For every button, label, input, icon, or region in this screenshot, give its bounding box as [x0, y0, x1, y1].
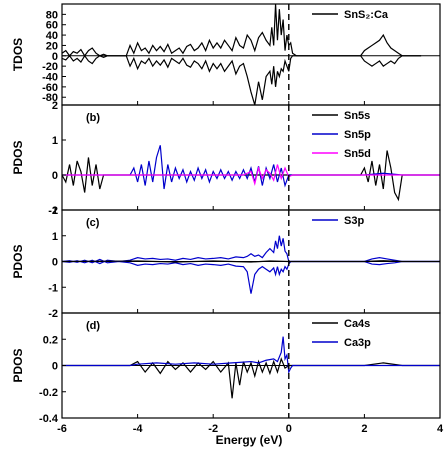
series-group	[62, 235, 440, 294]
y-tick-label: -20	[42, 61, 58, 73]
legend-entry: Sn5d	[312, 148, 371, 160]
panel-4: -0.4 -0.2 0 0.2 -6 -4 -2 0 2 4 PDOS (d) Ca4s Ca3p	[11, 312, 444, 435]
panel-2: -1 0 1 2 PDOS (b) Sn5s Sn5p Sn5d	[11, 100, 441, 217]
series-line-sn5d	[62, 164, 440, 187]
panel-letter: (c)	[86, 217, 100, 229]
legend-label: S3p	[344, 215, 364, 227]
y-tick-label: -0.4	[39, 413, 59, 425]
y-axis-title: TDOS	[11, 38, 25, 71]
y-tick-label: 20	[46, 40, 58, 52]
panel-frame	[61, 104, 441, 211]
y-axis-title: PDOS	[11, 348, 25, 382]
legend-label: SnS₂:Ca	[344, 9, 389, 21]
legend-label: Sn5p	[344, 129, 371, 141]
series-line-ca4s	[62, 357, 440, 399]
y-tick-label: 0	[52, 170, 58, 182]
y-tick-label: -80	[42, 92, 58, 104]
y-tick-label: 0.2	[43, 334, 58, 346]
y-tick-label: -1	[48, 282, 58, 294]
panel-3: -2 -1 0 1 2 PDOS (c) S3p	[11, 205, 441, 320]
y-axis-title: PDOS	[11, 140, 25, 174]
y-tick-label: 0	[52, 361, 58, 373]
y-tick-label: -60	[42, 82, 58, 94]
panel-letter: (b)	[86, 112, 100, 124]
legend-entry: Sn5p	[312, 129, 371, 141]
x-tick-label: -2	[208, 423, 218, 435]
series-line-series-2	[62, 259, 440, 294]
series-line-s3p	[62, 235, 440, 264]
y-tick-label: 1	[52, 231, 58, 243]
panels-layer: -80-60-40-20020406080TDOSSnS₂:Ca-1012PDO…	[11, 3, 444, 435]
series-group	[62, 336, 440, 399]
y-tick-label: 2	[52, 100, 58, 112]
legend-label: Ca3p	[344, 337, 371, 349]
legend-label: Ca4s	[344, 318, 370, 330]
legend-entry: S3p	[312, 215, 364, 227]
y-tick-label: -40	[42, 72, 58, 84]
series-line-ca3p	[62, 336, 440, 375]
series-line-sn5p	[62, 145, 440, 190]
legend-label: Sn5s	[344, 110, 370, 122]
y-tick-label: 2	[52, 205, 58, 217]
y-tick-label: 60	[46, 20, 58, 32]
legend-entry: Ca3p	[312, 337, 371, 349]
legend-entry: Sn5s	[312, 110, 370, 122]
x-tick-label: -4	[133, 423, 144, 435]
legend-entry: SnS₂:Ca	[312, 9, 389, 21]
x-axis-title: Energy (eV)	[216, 433, 283, 447]
y-tick-label: 80	[46, 9, 58, 21]
series-line-series-3	[62, 260, 440, 263]
legend-entry: Ca4s	[312, 318, 370, 330]
x-tick-label: 4	[437, 423, 444, 435]
y-tick-label: -0.2	[39, 387, 58, 399]
panel-letter: (d)	[86, 320, 100, 332]
y-tick-label: 0	[52, 257, 58, 269]
x-tick-label: 0	[286, 423, 292, 435]
y-tick-label: 40	[46, 30, 58, 42]
y-tick-label: 0	[52, 51, 58, 63]
y-axis-title: PDOS	[11, 244, 25, 278]
y-tick-label: -2	[48, 308, 58, 320]
legend-label: Sn5d	[344, 148, 371, 160]
x-tick-label: 2	[361, 423, 367, 435]
series-group	[62, 4, 422, 105]
y-tick-label: -1	[48, 205, 58, 217]
y-tick-label: 1	[52, 135, 58, 147]
series-group	[62, 145, 440, 202]
x-tick-label: -6	[57, 423, 67, 435]
series-line-series-2	[62, 54, 422, 105]
